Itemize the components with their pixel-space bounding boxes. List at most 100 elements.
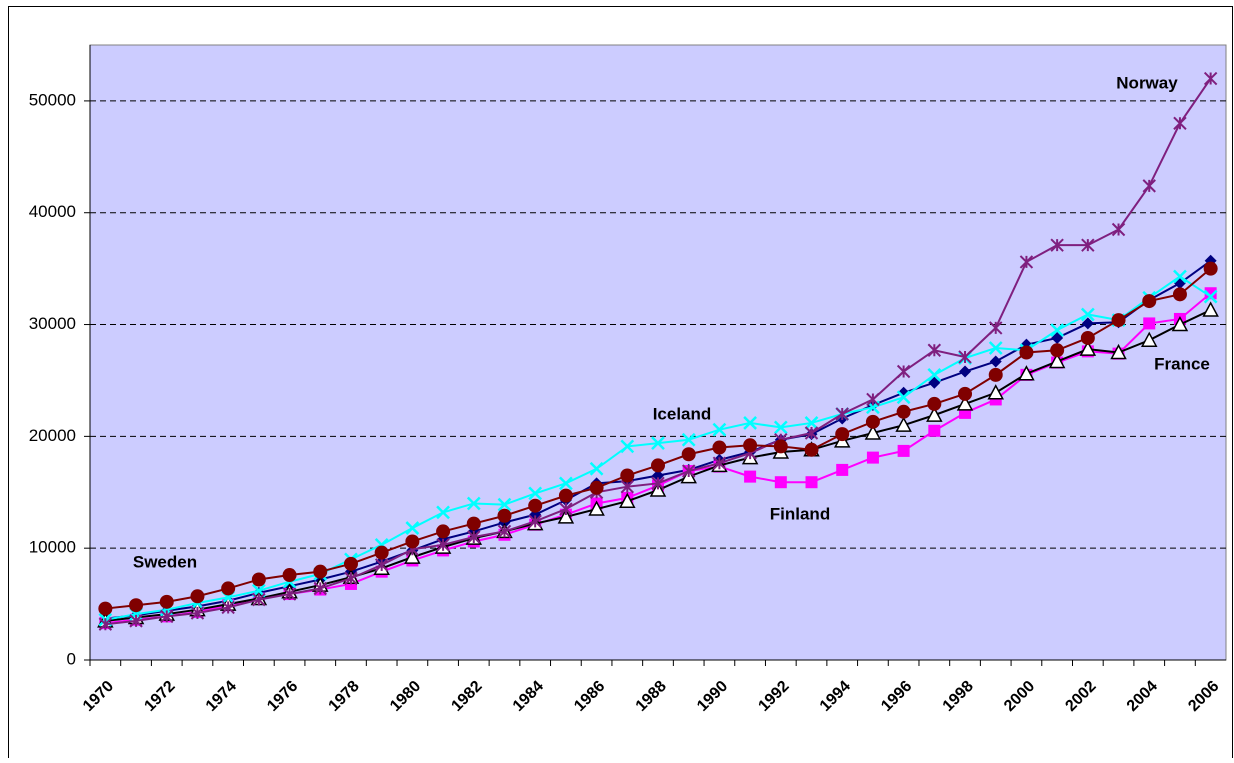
marker-shape [865,414,880,429]
marker [1050,323,1065,338]
marker-shape [557,508,575,524]
marker-shape [1019,345,1034,360]
marker-shape [129,614,143,628]
marker-shape [589,461,604,476]
marker [651,436,665,450]
marker-shape [773,439,788,454]
marker-shape [835,407,849,421]
marker [497,524,512,539]
marker [988,341,1003,355]
marker-shape [467,530,481,544]
marker [896,390,911,405]
marker-shape [989,321,1003,335]
marker-shape [497,508,512,523]
marker-shape [926,406,943,422]
marker [588,500,605,516]
marker-shape [681,447,696,462]
marker [1203,71,1218,86]
marker [405,521,420,535]
marker-shape [896,404,911,419]
marker [649,481,667,497]
marker [1080,330,1095,345]
marker [436,538,450,552]
marker [374,545,389,560]
marker-shape [958,350,972,364]
marker [1019,345,1034,360]
marker-shape [620,439,635,454]
marker [343,556,358,571]
marker [1202,301,1219,317]
y-tick-label: 0 [67,649,76,668]
marker [928,424,941,437]
marker-shape [98,617,113,631]
marker-shape [466,516,481,531]
marker [959,365,972,378]
marker [681,432,696,447]
marker [589,461,604,476]
marker [129,598,144,613]
marker [896,404,911,419]
y-tick-label: 30000 [29,314,76,333]
marker [958,350,972,364]
series-label: France [1154,354,1210,373]
marker [528,514,542,529]
marker-shape [1111,313,1126,328]
marker [1050,238,1064,252]
marker [1110,343,1127,360]
marker [313,564,328,579]
marker-shape [1111,222,1126,237]
marker [1173,269,1187,284]
marker-shape [559,476,573,491]
marker-shape [864,424,882,440]
marker [744,470,757,483]
marker [836,463,849,476]
marker-shape [866,451,879,464]
marker-shape [1050,238,1064,252]
marker-shape [374,558,389,572]
marker-shape [313,581,327,596]
marker [989,355,1002,368]
marker-shape [651,436,665,450]
marker [1111,222,1126,237]
marker-shape [559,502,573,516]
marker [620,479,635,494]
marker-shape [958,386,973,401]
marker [1172,287,1187,302]
marker-shape [1051,331,1064,344]
marker [926,406,943,422]
marker-shape [405,534,420,549]
marker-shape [1018,365,1035,381]
marker-shape [1171,315,1189,332]
marker-shape [160,609,174,624]
marker-shape [497,524,512,539]
marker [221,581,236,596]
marker-shape [1203,289,1218,304]
marker [282,568,297,583]
marker-shape [1202,301,1219,317]
marker-shape [956,395,974,411]
marker [1019,255,1034,269]
marker [866,451,879,464]
marker [466,496,481,511]
marker [805,476,818,489]
series-label: Iceland [653,404,712,423]
marker [160,609,174,624]
marker [712,456,727,470]
marker [619,492,636,508]
marker [559,476,573,491]
marker-shape [836,463,849,476]
marker [190,589,205,604]
marker-shape [528,514,542,529]
marker [98,617,113,631]
marker [405,534,420,549]
marker-shape [927,396,942,411]
marker [1081,238,1095,252]
marker-shape [221,600,235,615]
marker [1203,289,1218,304]
marker [835,407,849,421]
marker [559,502,573,516]
marker [774,476,787,489]
marker [927,343,942,357]
marker [804,426,819,440]
marker [466,516,481,531]
